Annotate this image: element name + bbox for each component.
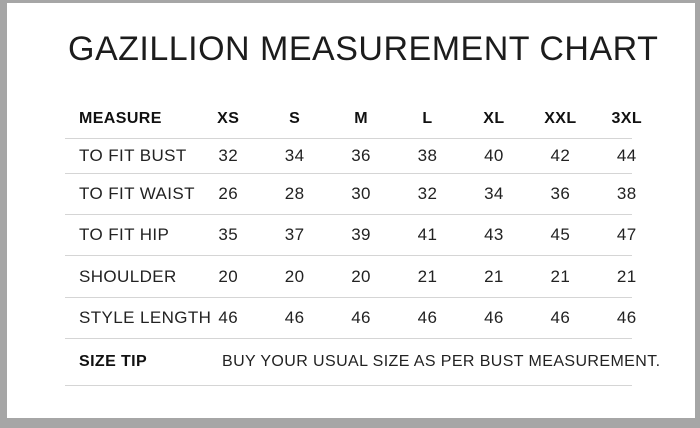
table-row-to-fit-hip: TO FIT HIP 35 37 39 41 43 45 47	[65, 215, 660, 255]
table-row-shoulder: SHOULDER 20 20 20 21 21 21 21	[65, 256, 660, 297]
row-divider	[65, 338, 632, 339]
row-label: TO FIT BUST	[79, 146, 187, 165]
cell-value: 41	[417, 225, 438, 244]
column-header-m: M	[354, 109, 368, 127]
cell-value: 20	[284, 266, 305, 286]
cell-value: 46	[616, 308, 637, 327]
cell-value: 32	[417, 184, 438, 203]
column-header-measure: MEASURE	[79, 109, 162, 127]
cell-value: 43	[484, 225, 504, 244]
size-chart-page: GAZILLION MEASUREMENT CHART MEASURE XS S…	[7, 3, 695, 418]
cell-value: 46	[484, 308, 504, 327]
size-tip-text: BUY YOUR USUAL SIZE AS PER BUST MEASUREM…	[222, 353, 661, 370]
cell-value: 46	[284, 308, 305, 327]
cell-value: 26	[218, 184, 239, 203]
row-label: STYLE LENGTH	[79, 308, 212, 327]
cell-value: 46	[550, 308, 571, 327]
cell-value: 46	[218, 308, 239, 327]
row-divider	[65, 297, 632, 298]
row-divider	[65, 138, 632, 139]
cell-value: 20	[351, 266, 371, 286]
cell-value: 36	[351, 146, 371, 165]
cell-value: 21	[616, 266, 637, 286]
column-header-3xl: 3XL	[611, 109, 643, 127]
row-label: SHOULDER	[79, 266, 177, 286]
cell-value: 39	[351, 225, 371, 244]
cell-value: 35	[218, 225, 239, 244]
table-row-to-fit-bust: TO FIT BUST 32 34 36 38 40 42 44	[65, 139, 660, 173]
cell-value: 21	[484, 266, 504, 286]
cell-value: 46	[351, 308, 371, 327]
cell-value: 42	[550, 146, 571, 165]
cell-value: 38	[616, 184, 637, 203]
column-header-l: L	[422, 109, 433, 127]
table-row-to-fit-waist: TO FIT WAIST 26 28 30 32 34 36 38	[65, 174, 660, 214]
size-tip-label: SIZE TIP	[79, 353, 148, 370]
cell-value: 30	[351, 184, 371, 203]
size-tip-row: SIZE TIP BUY YOUR USUAL SIZE AS PER BUST…	[65, 339, 660, 385]
column-header-xs: XS	[217, 109, 240, 127]
table-header-row: MEASURE XS S M L XL XXL 3XL	[65, 99, 660, 138]
row-divider	[65, 214, 632, 215]
row-divider	[65, 385, 632, 386]
column-header-xl: XL	[483, 109, 505, 127]
row-label: TO FIT WAIST	[79, 184, 195, 203]
cell-value: 37	[284, 225, 305, 244]
cell-value: 47	[616, 225, 637, 244]
cell-value: 36	[550, 184, 571, 203]
cell-value: 20	[218, 266, 239, 286]
cell-value: 46	[417, 308, 438, 327]
row-divider	[65, 173, 632, 174]
cell-value: 40	[484, 146, 504, 165]
cell-value: 34	[284, 146, 305, 165]
cell-value: 32	[218, 146, 239, 165]
page-title: GAZILLION MEASUREMENT CHART	[68, 30, 659, 68]
cell-value: 38	[417, 146, 438, 165]
cell-value: 21	[417, 266, 438, 286]
column-header-s: S	[289, 109, 301, 127]
cell-value: 44	[616, 146, 637, 165]
row-label: TO FIT HIP	[79, 225, 170, 244]
cell-value: 28	[284, 184, 305, 203]
cell-value: 34	[484, 184, 504, 203]
measurement-table: MEASURE XS S M L XL XXL 3XL TO FIT BUST …	[65, 99, 660, 386]
table-row-style-length: STYLE LENGTH 46 46 46 46 46 46 46	[65, 298, 660, 338]
cell-value: 45	[550, 225, 571, 244]
column-header-xxl: XXL	[544, 109, 577, 127]
row-divider	[65, 255, 632, 256]
cell-value: 21	[550, 266, 571, 286]
